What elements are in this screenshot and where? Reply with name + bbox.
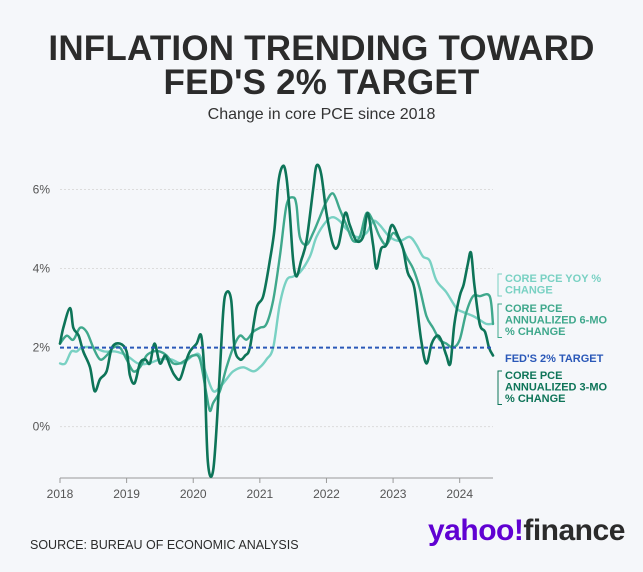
legend-label-line: ANNUALIZED 3-MO	[505, 382, 607, 394]
x-tick-label: 2020	[180, 487, 207, 501]
legend-label-line: FED'S 2% TARGET	[505, 353, 604, 365]
chart-title-line-2: FED'S 2% TARGET	[163, 63, 480, 102]
legend-bracket-yoy	[497, 273, 502, 297]
legend-label-line: CORE PCE	[505, 370, 562, 382]
gridlines	[60, 189, 493, 428]
legend-label-line: CHANGE	[505, 285, 553, 297]
series-line-core-pce-yoy	[58, 216, 495, 393]
yahoo-finance-logo: yahoo!finance	[428, 514, 625, 548]
y-tick-label: 6%	[33, 183, 51, 197]
logo-brand: yahoo!	[428, 514, 524, 547]
y-tick-label: 0%	[33, 420, 51, 434]
chart-subtitle: Change in core PCE since 2018	[207, 106, 436, 123]
y-tick-label: 4%	[33, 262, 51, 276]
x-tick-label: 2024	[446, 487, 473, 501]
y-tick-label: 2%	[33, 341, 51, 355]
series-lines	[58, 163, 495, 478]
x-tick-label: 2022	[313, 487, 340, 501]
chart-title-line-1: INFLATION TRENDING TOWARD	[48, 29, 595, 68]
x-axis: 2018 2019 2020 2021 2022 2023 2024	[47, 477, 493, 501]
x-tick-label: 2019	[113, 487, 140, 501]
x-tick-label: 2021	[246, 487, 273, 501]
y-axis-labels: 0% 2% 4% 6%	[33, 183, 51, 434]
legend-label-line: % CHANGE	[505, 393, 566, 405]
chart-title: INFLATION TRENDING TOWARD FED'S 2% TARGE…	[0, 29, 643, 102]
series-line-core-pce-6mo	[58, 192, 495, 413]
legend-label-line: ANNUALIZED 6-MO	[505, 315, 607, 327]
series-line-core-pce-3mo	[58, 163, 495, 478]
x-tick-label: 2018	[47, 487, 74, 501]
legend-label-line: CORE PCE YOY %	[505, 273, 601, 285]
legend-bracket-3mo	[497, 370, 502, 405]
legend-bracket-6mo	[497, 303, 502, 338]
logo-product: finance	[523, 514, 625, 547]
source-note: SOURCE: BUREAU OF ECONOMIC ANALYSIS	[30, 538, 299, 552]
legend-label-line: % CHANGE	[505, 326, 566, 338]
x-tick-label: 2023	[380, 487, 407, 501]
legend-label-line: CORE PCE	[505, 303, 562, 315]
